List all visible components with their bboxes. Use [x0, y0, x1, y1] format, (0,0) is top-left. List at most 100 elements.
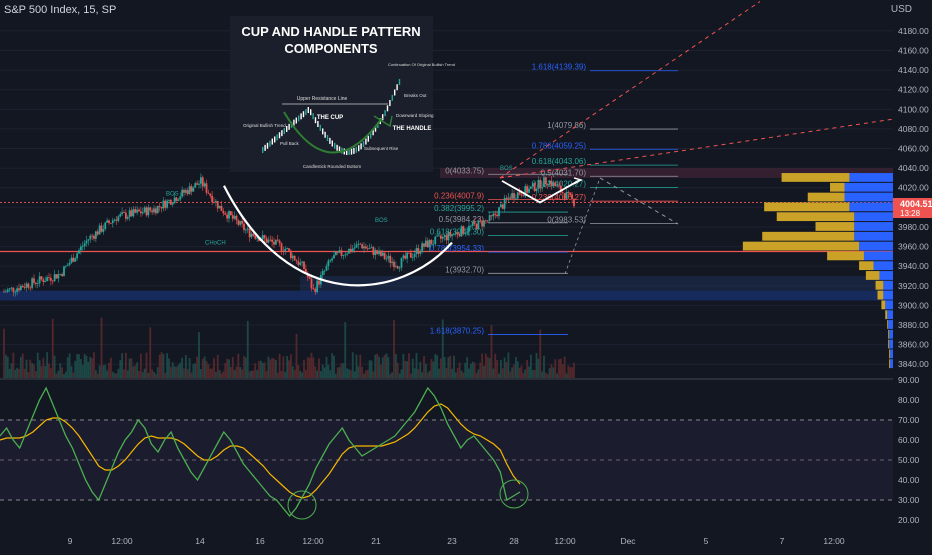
candle-body: [509, 197, 512, 199]
volume-bar: [439, 358, 442, 378]
inset-candle: [298, 115, 300, 122]
volume-bar: [160, 352, 163, 378]
volume-bar: [25, 359, 28, 378]
profile-bar-down: [830, 182, 845, 192]
candle-body: [554, 182, 557, 187]
volume-bar: [481, 353, 484, 378]
candle-body: [468, 225, 470, 232]
time-tick-label: 12:00: [302, 536, 324, 546]
fib-upper-label: 1.618(4139.39): [532, 63, 587, 72]
candle-body: [74, 258, 77, 262]
candle-body: [138, 209, 140, 212]
volume-bar: [109, 357, 112, 378]
volume-bar: [49, 368, 52, 378]
price-tick-label: 4100.00: [898, 104, 929, 114]
inset-candle: [324, 131, 326, 138]
inset-candle: [302, 111, 305, 118]
volume-bar: [63, 373, 65, 378]
handle-arrowhead: [573, 177, 583, 185]
volume-bar: [321, 364, 324, 378]
fib-lower-label: 0.382(3995.2): [434, 204, 484, 213]
candle-body: [424, 240, 427, 247]
price-tick-label: 4020.00: [898, 183, 929, 193]
candle-body: [372, 247, 375, 256]
volume-bar: [128, 358, 131, 378]
candle-body: [411, 256, 414, 258]
volume-bar: [372, 371, 375, 378]
volume-bar: [370, 360, 373, 378]
candle-body: [256, 237, 259, 239]
volume-bar: [51, 318, 54, 378]
candle-body: [184, 190, 187, 193]
inset-candle: [370, 132, 372, 139]
candle-body: [243, 223, 245, 231]
volume-bar: [368, 360, 371, 378]
candle-body: [124, 212, 127, 219]
candle-body: [263, 235, 266, 239]
candle-body: [453, 233, 455, 235]
volume-bar: [488, 358, 491, 378]
volume-bar: [498, 373, 500, 378]
volume-bar: [346, 368, 349, 378]
volume-bar: [314, 366, 317, 378]
price-tick-label: 3920.00: [898, 281, 929, 291]
volume-bar: [183, 368, 185, 378]
volume-bar: [565, 373, 568, 378]
volume-bar: [449, 355, 452, 378]
time-tick-label: 7: [780, 536, 785, 546]
volume-bar: [66, 357, 69, 378]
volume-bar: [469, 363, 472, 378]
candle-body: [539, 180, 542, 189]
candle-body: [492, 213, 495, 217]
volume-bar: [505, 362, 508, 378]
volume-bar: [76, 354, 79, 378]
volume-bar: [233, 370, 236, 378]
volume-bar: [169, 366, 172, 378]
volume-bar: [524, 369, 527, 378]
projection-line-shallow: [499, 118, 894, 179]
candle-body: [53, 274, 56, 282]
profile-bar-down: [888, 329, 890, 339]
candlesticks[interactable]: [3, 173, 575, 297]
volume-bar: [357, 366, 360, 378]
profile-bar-down: [877, 290, 884, 300]
volume-bar: [214, 371, 217, 378]
candle-body: [179, 196, 182, 200]
inset-label-breakout: Breaks Out: [404, 93, 427, 98]
structure-label: CHoCH: [205, 241, 226, 247]
candle-body: [364, 246, 367, 249]
candle-body: [308, 277, 311, 279]
volume-bar: [295, 333, 298, 378]
candle-body: [430, 240, 433, 245]
candle-body: [481, 220, 484, 227]
volume-bar: [201, 358, 204, 378]
volume-bar: [16, 367, 19, 378]
candle-body: [31, 278, 34, 288]
candle-body: [464, 232, 467, 234]
inset-candle: [338, 146, 341, 153]
volume-bar: [87, 361, 90, 378]
volume-bar: [94, 370, 97, 378]
candle-body: [513, 193, 515, 199]
volume-bar: [569, 367, 572, 378]
rsi-tick-label: 90.00: [898, 375, 920, 385]
structure-label: BOS: [166, 192, 179, 198]
volume-bar: [334, 373, 337, 378]
volume-bar: [100, 317, 103, 378]
volume-bar: [93, 352, 95, 378]
profile-bar-up: [879, 271, 893, 280]
volume-bar: [222, 371, 225, 378]
volume-bar: [438, 368, 440, 378]
volume-bar: [119, 360, 122, 378]
volume-bar: [301, 372, 304, 378]
symbol-title[interactable]: S&P 500 Index, 15, SP: [4, 4, 117, 16]
inset-candle: [276, 134, 278, 141]
candle-body: [19, 285, 22, 291]
volume-bar: [274, 359, 277, 378]
candle-body: [561, 192, 564, 194]
volume-bar: [394, 354, 397, 378]
candle-body: [139, 211, 142, 214]
volume-bar: [541, 371, 544, 378]
candle-body: [213, 202, 215, 203]
